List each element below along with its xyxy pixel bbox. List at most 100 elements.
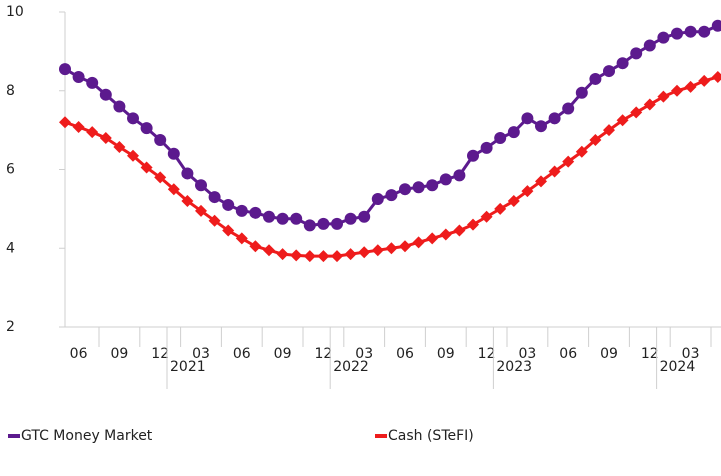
marker: [317, 250, 330, 263]
marker: [671, 84, 683, 97]
marker: [453, 169, 466, 182]
marker: [521, 112, 534, 125]
x-tick-label: 09: [600, 346, 618, 362]
year-label: 2023: [496, 359, 532, 375]
marker: [113, 100, 126, 113]
marker: [494, 132, 507, 144]
marker: [249, 240, 262, 253]
marker: [371, 244, 384, 257]
marker: [616, 114, 629, 127]
marker: [426, 179, 439, 192]
marker: [589, 133, 602, 146]
marker: [344, 248, 357, 261]
marker: [358, 246, 371, 259]
marker: [167, 183, 180, 196]
marker: [575, 86, 588, 99]
marker: [426, 232, 439, 245]
marker: [521, 185, 534, 198]
marker: [657, 90, 670, 103]
x-tick-label: 12: [151, 346, 169, 362]
x-tick-label: 03: [518, 346, 536, 362]
marker: [562, 102, 575, 115]
marker: [154, 171, 167, 184]
marker: [235, 204, 248, 217]
marker: [671, 27, 683, 40]
marker: [276, 248, 289, 261]
marker: [167, 147, 180, 160]
marker: [698, 74, 711, 87]
year-label: 2022: [333, 359, 369, 375]
marker: [303, 250, 316, 263]
marker: [535, 175, 547, 188]
marker: [208, 214, 221, 227]
marker: [99, 88, 112, 101]
marker: [263, 244, 275, 257]
marker: [72, 120, 85, 133]
marker: [467, 218, 479, 231]
x-tick-label: 06: [396, 346, 414, 362]
marker: [507, 126, 520, 139]
marker: [181, 195, 194, 207]
marker: [616, 57, 629, 70]
marker: [494, 202, 507, 215]
marker: [72, 70, 85, 83]
marker: [249, 206, 262, 219]
marker: [562, 155, 575, 168]
marker: [59, 63, 71, 76]
marker: [371, 193, 384, 206]
year-label: 2021: [170, 359, 206, 375]
marker: [290, 249, 303, 262]
marker: [208, 191, 221, 204]
marker: [317, 217, 330, 230]
marker: [86, 76, 99, 89]
marker: [603, 124, 615, 137]
marker: [263, 210, 275, 223]
marker: [643, 98, 656, 111]
marker: [439, 228, 452, 241]
x-tick-label: 09: [274, 346, 292, 362]
x-tick-label: 03: [192, 346, 210, 362]
marker: [276, 212, 289, 225]
marker: [453, 224, 466, 237]
marker: [684, 25, 697, 38]
marker: [222, 198, 235, 211]
marker: [140, 122, 153, 135]
x-tick-label: 06: [70, 346, 88, 362]
marker: [399, 240, 411, 253]
marker: [548, 112, 561, 125]
x-tick-label: 12: [641, 346, 659, 362]
marker: [467, 149, 479, 162]
marker: [385, 242, 398, 255]
marker: [59, 116, 71, 129]
marker: [195, 179, 207, 192]
marker: [140, 161, 153, 174]
marker: [698, 25, 711, 38]
year-label: 2024: [660, 359, 696, 375]
x-tick-label: 06: [233, 346, 251, 362]
marker: [222, 224, 235, 237]
marker: [711, 19, 721, 32]
marker: [412, 236, 425, 249]
marker: [630, 47, 643, 60]
x-tick-label: 03: [355, 346, 373, 362]
marker: [507, 195, 520, 207]
x-tick-label: 06: [559, 346, 577, 362]
x-tick-label: 09: [437, 346, 455, 362]
x-tick-label: 09: [110, 346, 128, 362]
marker: [154, 133, 167, 146]
marker: [344, 212, 357, 225]
marker: [385, 189, 398, 202]
marker: [399, 183, 411, 196]
marker: [358, 210, 371, 223]
marker: [303, 219, 316, 232]
series-line: [64, 75, 719, 258]
x-tick-label: 03: [682, 346, 700, 362]
marker: [99, 132, 112, 144]
marker: [331, 250, 343, 263]
marker: [711, 70, 721, 83]
marker: [331, 217, 343, 230]
y-tick-label: 8: [6, 83, 15, 99]
marker: [643, 39, 656, 52]
marker: [439, 173, 452, 186]
